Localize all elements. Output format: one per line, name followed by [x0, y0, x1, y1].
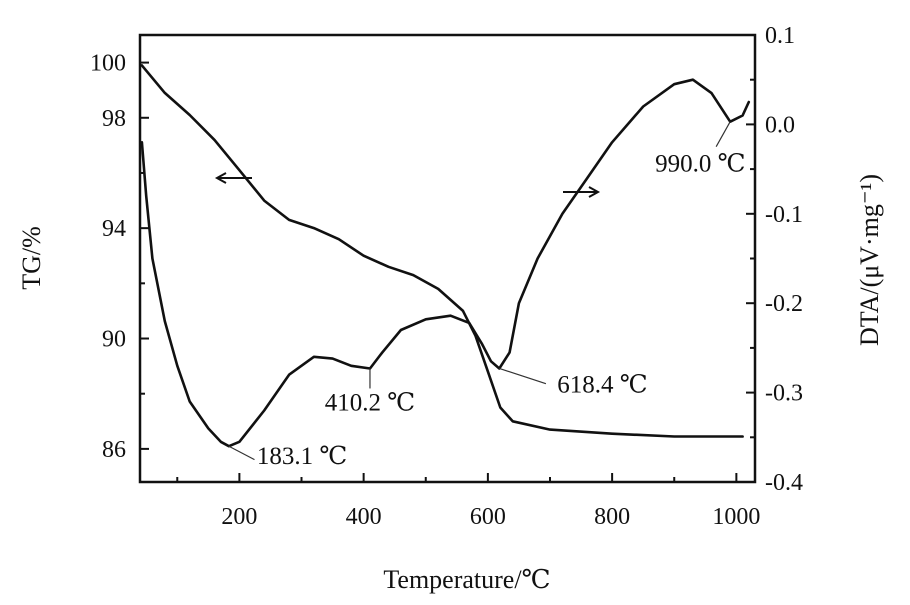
dta-curve [140, 78, 751, 448]
x-tick-label: 600 [470, 504, 506, 530]
plot-frame [138, 33, 757, 484]
right-y-tick-label: -0.4 [765, 470, 803, 496]
right-y-axis: 0.1 0.0 -0.1 -0.2 -0.3 -0.4 [746, 23, 803, 496]
tg-curve [140, 64, 744, 438]
x-tick-label: 400 [346, 504, 382, 530]
tg-axis-arrow [214, 172, 252, 184]
left-y-tick-label: 98 [102, 106, 126, 132]
annotations: 183.1 ℃ 410.2 ℃ 618.4 ℃ 990.0 ℃ [228, 121, 746, 470]
left-y-tick-label: 86 [102, 437, 126, 463]
x-tick-label: 200 [221, 504, 257, 530]
annotation-990-label: 990.0 ℃ [655, 151, 745, 178]
left-y-tick-label: 100 [90, 51, 126, 77]
series-group [140, 64, 751, 448]
annotation-990-leader [715, 121, 731, 148]
x-tick-label: 800 [594, 504, 630, 530]
annotation-410-label: 410.2 ℃ [325, 389, 415, 416]
x-axis-title: Temperature/℃ [383, 565, 550, 594]
annotation-618-label: 618.4 ℃ [557, 371, 647, 398]
right-y-tick-label: 0.0 [765, 112, 795, 138]
annotation-618-leader [499, 367, 547, 385]
right-y-tick-label: -0.1 [765, 202, 803, 228]
right-y-tick-label: -0.3 [765, 381, 803, 407]
right-y-tick-label: 0.1 [765, 23, 795, 49]
right-y-tick-label: -0.2 [765, 291, 803, 317]
left-y-tick-label: 90 [102, 327, 126, 353]
x-tick-label: 1000 [712, 504, 760, 530]
annotation-183-label: 183.1 ℃ [257, 443, 347, 470]
left-y-axis: 86 90 94 98 100 [90, 51, 149, 463]
dta-axis-arrow [563, 186, 601, 198]
x-axis: 200 400 600 800 1000 [176, 473, 760, 530]
left-y-axis-title: TG/% [17, 226, 46, 290]
right-y-axis-title: DTA/(μV·mg⁻¹) [855, 174, 884, 346]
left-y-tick-label: 94 [102, 216, 126, 242]
annotation-183-leader [228, 445, 255, 461]
